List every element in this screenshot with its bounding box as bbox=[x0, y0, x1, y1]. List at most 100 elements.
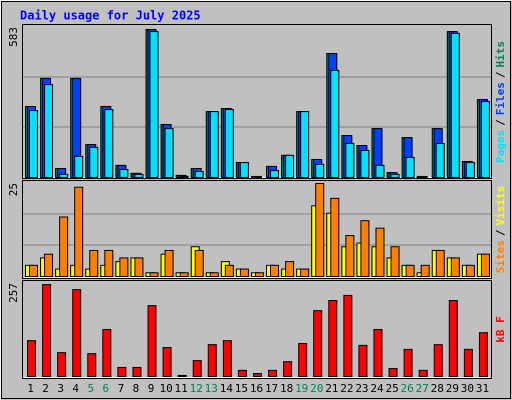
bar bbox=[222, 340, 232, 378]
bar bbox=[42, 284, 52, 377]
x-tick-label: 30 bbox=[461, 382, 474, 395]
bar bbox=[194, 249, 204, 278]
y-tick-label: 257 bbox=[7, 283, 20, 303]
x-tick-label: 28 bbox=[431, 382, 444, 395]
bar bbox=[270, 170, 280, 179]
bar bbox=[403, 348, 413, 378]
bar bbox=[237, 369, 247, 377]
bar bbox=[300, 268, 310, 277]
bar bbox=[74, 155, 84, 179]
bar bbox=[29, 264, 38, 277]
bar bbox=[373, 328, 383, 377]
bar bbox=[27, 340, 36, 378]
legend: Sites / Visits bbox=[494, 186, 507, 274]
bar bbox=[57, 352, 67, 377]
bar bbox=[465, 264, 475, 277]
x-tick-label: 18 bbox=[280, 382, 293, 395]
bar bbox=[207, 344, 217, 377]
legend-entry: Visits bbox=[494, 186, 507, 226]
bar bbox=[132, 366, 142, 378]
y-tick-label: 25 bbox=[7, 183, 20, 196]
legend-entry: kB F bbox=[494, 316, 507, 343]
bar bbox=[224, 109, 234, 178]
bar bbox=[102, 328, 112, 377]
legend-entry: Sites bbox=[494, 240, 507, 273]
bar bbox=[119, 169, 129, 179]
x-tick-label: 24 bbox=[370, 382, 384, 395]
bar bbox=[117, 366, 127, 378]
bar bbox=[192, 360, 202, 377]
chart-title: Daily usage for July 2025 bbox=[20, 9, 201, 23]
bar bbox=[390, 173, 400, 178]
bar bbox=[375, 227, 385, 277]
x-tick-label: 4 bbox=[72, 382, 79, 395]
bar bbox=[420, 264, 430, 277]
x-tick-label: 11 bbox=[175, 382, 188, 395]
x-tick-label: 8 bbox=[133, 382, 140, 395]
x-tick-label: 21 bbox=[325, 382, 338, 395]
bar bbox=[164, 249, 174, 278]
bar bbox=[343, 294, 353, 377]
bar bbox=[315, 183, 325, 277]
x-tick-label: 27 bbox=[416, 382, 429, 395]
bar bbox=[433, 344, 443, 377]
bar bbox=[465, 162, 475, 179]
x-tick-label: 2 bbox=[42, 382, 49, 395]
x-tick-label: 26 bbox=[401, 382, 414, 395]
legend: kB F bbox=[494, 316, 507, 343]
bar bbox=[149, 272, 159, 277]
legend-separator: / bbox=[494, 71, 507, 78]
bar bbox=[104, 109, 114, 178]
bar bbox=[29, 110, 38, 178]
bar bbox=[119, 257, 129, 277]
bar bbox=[209, 111, 219, 178]
bar bbox=[59, 173, 69, 178]
bar bbox=[405, 156, 415, 179]
bar bbox=[450, 32, 460, 179]
bar bbox=[283, 361, 293, 377]
legend: Pages / Files / Hits bbox=[494, 41, 507, 163]
bar bbox=[328, 300, 338, 377]
bar bbox=[270, 264, 280, 277]
x-tick-label: 15 bbox=[235, 382, 248, 395]
bar bbox=[463, 348, 473, 378]
x-tick-label: 1 bbox=[27, 382, 34, 395]
x-tick-label: 29 bbox=[446, 382, 459, 395]
legend-entry: Hits bbox=[494, 41, 507, 68]
bar bbox=[149, 31, 159, 178]
x-tick-label: 23 bbox=[355, 382, 368, 395]
x-tick-label: 12 bbox=[190, 382, 203, 395]
bar bbox=[285, 261, 295, 277]
bar bbox=[313, 310, 323, 377]
x-tick-label: 31 bbox=[476, 382, 489, 395]
x-tick-label: 22 bbox=[340, 382, 353, 395]
bar bbox=[418, 175, 428, 178]
bar bbox=[375, 164, 385, 179]
bar bbox=[360, 220, 370, 277]
bar bbox=[239, 268, 249, 277]
bar bbox=[480, 101, 490, 178]
bar bbox=[330, 69, 340, 178]
bar bbox=[300, 111, 310, 178]
bar bbox=[345, 143, 355, 178]
x-tick-label: 20 bbox=[310, 382, 323, 395]
bar bbox=[177, 374, 187, 378]
legend-entry: Pages bbox=[494, 130, 507, 163]
bar bbox=[298, 343, 308, 377]
bar bbox=[480, 253, 490, 277]
x-tick-label: 13 bbox=[205, 382, 218, 395]
bar bbox=[72, 289, 82, 378]
x-tick-label: 5 bbox=[87, 382, 94, 395]
bar bbox=[418, 369, 428, 377]
bar bbox=[390, 246, 400, 278]
bar bbox=[239, 162, 249, 179]
bar bbox=[360, 149, 370, 178]
bar bbox=[89, 249, 99, 278]
legend-separator: / bbox=[494, 119, 507, 126]
bar bbox=[147, 305, 157, 378]
x-tick-label: 10 bbox=[159, 382, 172, 395]
legend-separator: / bbox=[494, 229, 507, 236]
bar bbox=[87, 353, 97, 377]
